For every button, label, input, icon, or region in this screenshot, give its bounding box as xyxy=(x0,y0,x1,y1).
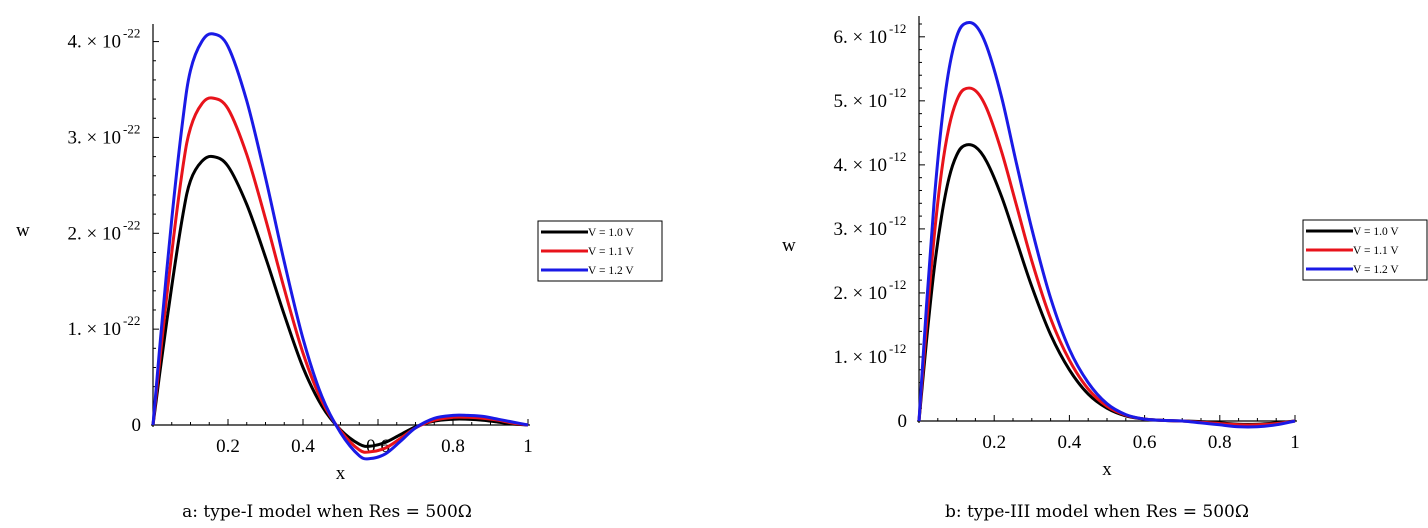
series-line-3 xyxy=(151,32,529,461)
y-tick-mantissa: 4. × 10 xyxy=(834,155,887,176)
x-tick-label: 0.2 xyxy=(982,432,1006,453)
y-tick-label: 0 xyxy=(898,411,908,432)
y-tick-label: 2. × 10 -12 xyxy=(834,277,907,304)
legend-label-3: V = 1.2 V xyxy=(588,265,634,277)
y-tick-label: 1. × 10 -22 xyxy=(68,313,141,340)
y-tick-mantissa: 1. × 10 xyxy=(834,347,887,368)
legend-label-2: V = 1.1 V xyxy=(1353,245,1399,257)
y-tick-exponent: -22 xyxy=(123,121,140,136)
y-tick-mantissa: 1. × 10 xyxy=(68,319,121,340)
series-line-2 xyxy=(917,86,1296,427)
x-tick-label: 0.8 xyxy=(1208,432,1232,453)
caption: b: type-III model when Res = 500Ω xyxy=(945,502,1249,522)
series-line-3 xyxy=(917,21,1296,429)
y-tick-exponent: -12 xyxy=(889,149,906,164)
y-tick-mantissa: 3. × 10 xyxy=(834,219,887,240)
series-line-1 xyxy=(151,154,529,448)
caption: a: type-I model when Res = 500Ω xyxy=(182,502,472,522)
y-tick-exponent: -12 xyxy=(889,213,906,228)
chart-a: 0.2 0.4 0.6 0.8 101. × 10 -222. × 10 -223. × 1… xyxy=(16,24,663,522)
y-tick-exponent: -22 xyxy=(123,26,140,41)
y-tick-label: 5. × 10 -12 xyxy=(834,85,907,112)
y-tick-label: 4. × 10 -12 xyxy=(834,149,907,176)
y-tick-label: 0 xyxy=(132,415,142,436)
y-tick-label: 1. × 10 -12 xyxy=(834,341,907,368)
legend-label-3: V = 1.2 V xyxy=(1353,264,1399,276)
y-tick-exponent: -22 xyxy=(123,217,140,232)
y-tick-label: 4. × 10 -22 xyxy=(68,26,141,53)
y-tick-exponent: -12 xyxy=(889,85,906,100)
x-axis-label: x xyxy=(336,463,346,484)
y-tick-mantissa: 6. × 10 xyxy=(834,27,887,48)
y-tick-mantissa: 2. × 10 xyxy=(834,283,887,304)
y-axis-label: w xyxy=(782,235,796,256)
y-tick-mantissa: 3. × 10 xyxy=(68,127,121,148)
x-tick-label: 0.6 xyxy=(1133,432,1157,453)
y-tick-exponent: -22 xyxy=(123,313,140,328)
series-line-1 xyxy=(917,143,1296,426)
y-tick-label: 6. × 10 -12 xyxy=(834,21,907,48)
x-axis-label: x xyxy=(1102,459,1112,480)
chart-b: 0.2 0.4 0.6 0.8 101. × 10 -122. × 10 -123. × 1… xyxy=(782,16,1428,522)
x-tick-label: 1 xyxy=(1290,432,1300,453)
y-tick-label: 3. × 10 -12 xyxy=(834,213,907,240)
x-tick-label: 1 xyxy=(523,436,533,457)
y-tick-mantissa: 5. × 10 xyxy=(834,91,887,112)
x-tick-label: 0.4 xyxy=(1058,432,1082,453)
y-tick-label: 3. × 10 -22 xyxy=(68,121,141,148)
legend: V = 1.0 V V = 1.1 V V = 1.2 V xyxy=(1302,219,1428,281)
legend: V = 1.0 V V = 1.1 V V = 1.2 V xyxy=(537,220,663,282)
y-tick-exponent: -12 xyxy=(889,21,906,36)
y-axis-label: w xyxy=(16,220,30,241)
y-tick-mantissa: 2. × 10 xyxy=(68,223,121,244)
x-tick-label: 0.2 xyxy=(216,436,240,457)
y-tick-label: 2. × 10 -22 xyxy=(68,217,141,244)
legend-label-2: V = 1.1 V xyxy=(588,246,634,258)
legend-label-1: V = 1.0 V xyxy=(588,227,634,239)
y-tick-mantissa: 4. × 10 xyxy=(68,32,121,53)
y-tick-exponent: -12 xyxy=(889,341,906,356)
legend-label-1: V = 1.0 V xyxy=(1353,226,1399,238)
x-tick-label: 0.4 xyxy=(291,436,315,457)
x-tick-label: 0.8 xyxy=(441,436,465,457)
y-tick-exponent: -12 xyxy=(889,277,906,292)
series-line-2 xyxy=(151,96,529,454)
